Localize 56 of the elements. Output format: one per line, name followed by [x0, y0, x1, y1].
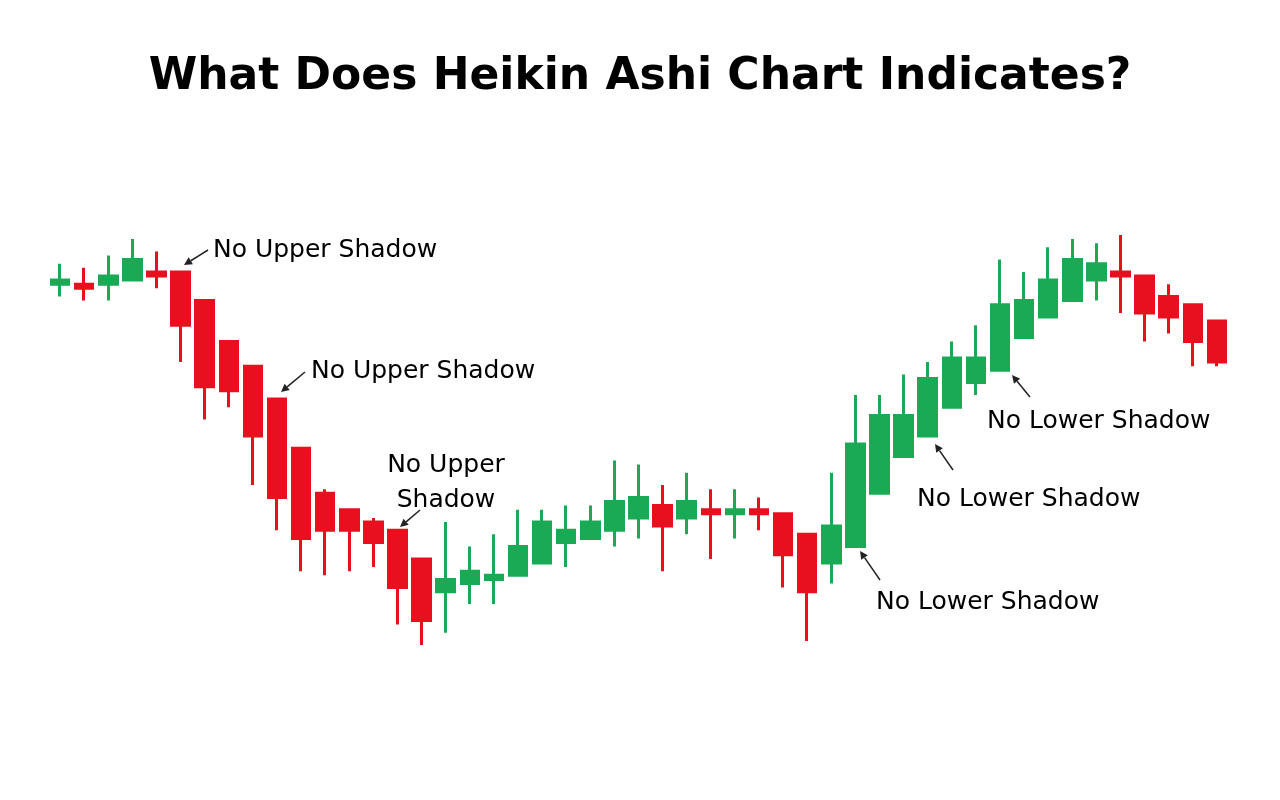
- candlestick: [604, 460, 625, 547]
- candlestick: [1062, 239, 1083, 303]
- candlestick: [74, 267, 94, 301]
- candlestick: [243, 364, 263, 486]
- candlestick: [869, 394, 890, 495]
- candlestick: [797, 532, 817, 641]
- candlestick: [1207, 319, 1227, 367]
- candlestick: [460, 546, 480, 604]
- candlestick: [893, 374, 914, 458]
- annotation: No Lower Shadow: [876, 586, 1100, 615]
- candlestick: [219, 340, 239, 408]
- chart-title: What Does Heikin Ashi Chart Indicates?: [148, 47, 1132, 99]
- candlestick: [845, 394, 866, 549]
- candlestick: [508, 509, 528, 577]
- candlestick: [532, 509, 552, 565]
- candlestick: [917, 362, 938, 438]
- candlestick: [1183, 303, 1203, 367]
- candlestick: [1158, 284, 1179, 334]
- candlestick: [339, 508, 360, 572]
- candlestick: [652, 485, 673, 572]
- candlestick: [821, 472, 842, 584]
- candlestick: [725, 489, 745, 539]
- candlestick: [749, 497, 769, 531]
- candlestick: [98, 255, 119, 301]
- candlestick: [411, 557, 432, 645]
- annotation: No Lower Shadow: [987, 405, 1211, 434]
- candlestick: [484, 534, 504, 604]
- candlestick: [146, 251, 167, 289]
- candlestick: [267, 397, 287, 531]
- candlestick: [194, 299, 215, 420]
- annotation: No Lower Shadow: [917, 483, 1141, 512]
- candlestick: [1014, 271, 1034, 339]
- candlestick: [1038, 247, 1058, 319]
- candlestick: [315, 489, 335, 576]
- candlestick: [435, 522, 456, 633]
- annotation: No Upper Shadow: [213, 234, 438, 263]
- candlestick: [701, 489, 721, 559]
- candlestick: [363, 517, 384, 568]
- candlestick: [556, 505, 576, 568]
- candlestick: [122, 239, 143, 282]
- annotation: No Upper Shadow: [311, 355, 536, 384]
- candlestick: [1134, 274, 1155, 342]
- candlestick: [773, 512, 793, 588]
- candlestick: [50, 263, 70, 297]
- candlestick: [1086, 243, 1107, 301]
- candlestick: [628, 464, 649, 539]
- candlestick: [291, 446, 311, 572]
- candlestick: [170, 270, 191, 363]
- candlestick: [966, 325, 986, 395]
- candlestick: [387, 528, 408, 625]
- candlestick: [942, 341, 962, 409]
- candlestick: [580, 505, 601, 540]
- candlestick: [676, 472, 697, 535]
- candlestick: [1110, 235, 1131, 313]
- candlestick: [990, 259, 1010, 372]
- annotation: No Upper Shadow: [387, 449, 506, 513]
